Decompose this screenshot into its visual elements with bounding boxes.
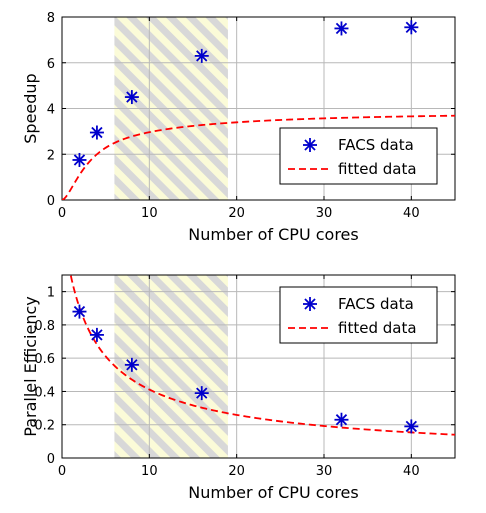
data-point: [334, 21, 349, 36]
data-point: [124, 357, 139, 372]
x-axis-label: Number of CPU cores: [188, 225, 358, 244]
y-axis-label: Speedup: [21, 73, 40, 143]
marker-stroke: [91, 329, 103, 341]
marker-stroke: [126, 91, 138, 103]
y-tick-label: 0: [47, 194, 55, 209]
x-axis-label: Number of CPU cores: [188, 483, 358, 502]
y-tick-label: 6: [47, 57, 55, 72]
x-tick-label: 0: [58, 206, 66, 221]
marker-stroke: [126, 359, 138, 371]
legend-label: fitted data: [338, 319, 417, 337]
marker-stroke: [335, 414, 348, 426]
fitted-curve: [69, 275, 455, 436]
x-tick-label: 0: [58, 464, 66, 479]
legend-label: FACS data: [338, 136, 414, 154]
legend-label: fitted data: [338, 160, 417, 178]
data-point: [404, 20, 419, 35]
data-point: [89, 327, 104, 342]
legend: FACS data fitted data: [279, 127, 438, 185]
marker-stroke: [304, 298, 316, 310]
x-tick-label: 40: [403, 464, 420, 479]
x-tick-label: 10: [141, 206, 158, 221]
x-tick-label: 20: [228, 206, 245, 221]
efficiency-chart: 0 10 20 30 40 0 0.2 0.4 0.6 0.8 1 Number of CPU cor…: [21, 274, 456, 502]
legend-box: [279, 286, 438, 344]
x-tick-label: 40: [403, 206, 420, 221]
data-point: [124, 90, 139, 105]
legend-label: FACS data: [338, 295, 414, 313]
marker-stroke: [73, 154, 86, 166]
x-tick-label: 30: [316, 464, 333, 479]
y-axis-label: Parallel Efficiency: [21, 296, 40, 436]
data-point: [194, 48, 209, 63]
legend: FACS data fitted data: [279, 286, 438, 344]
y-tick-label: 0.8: [34, 319, 55, 334]
x-tick-label: 10: [141, 464, 158, 479]
y-tick-label: 4: [47, 103, 55, 118]
data-point: [72, 152, 87, 167]
y-tick-label: 2: [47, 148, 55, 163]
marker-stroke: [91, 126, 103, 139]
data-point: [194, 386, 209, 401]
marker-stroke: [304, 139, 316, 151]
y-tick-label: 0.4: [34, 385, 55, 400]
y-tick-label: 1: [47, 286, 55, 301]
data-point: [404, 419, 419, 434]
y-tick-label: 8: [47, 11, 55, 26]
data-point: [89, 125, 104, 140]
marker-stroke: [196, 387, 208, 399]
speedup-chart: 0 10 20 30 40 0 2 4 6 8 Number of CPU cores Speedup…: [21, 11, 456, 244]
legend-marker-facs: [303, 138, 317, 152]
legend-box: [279, 127, 438, 185]
y-tick-label: 0.2: [34, 419, 55, 434]
data-point: [334, 412, 349, 427]
marker-stroke: [405, 21, 418, 33]
x-tick-label: 20: [228, 464, 245, 479]
plot-frame: [61, 274, 456, 459]
data-point: [72, 304, 87, 319]
x-tick-label: 30: [316, 206, 333, 221]
fitted-curve: [62, 114, 455, 200]
marker-stroke: [405, 420, 418, 433]
y-tick-label: 0.6: [34, 352, 55, 367]
legend-marker-facs: [303, 297, 317, 311]
marker-stroke: [335, 22, 348, 35]
marker-stroke: [196, 50, 208, 62]
y-tick-label: 0: [47, 452, 55, 467]
marker-stroke: [73, 305, 86, 318]
